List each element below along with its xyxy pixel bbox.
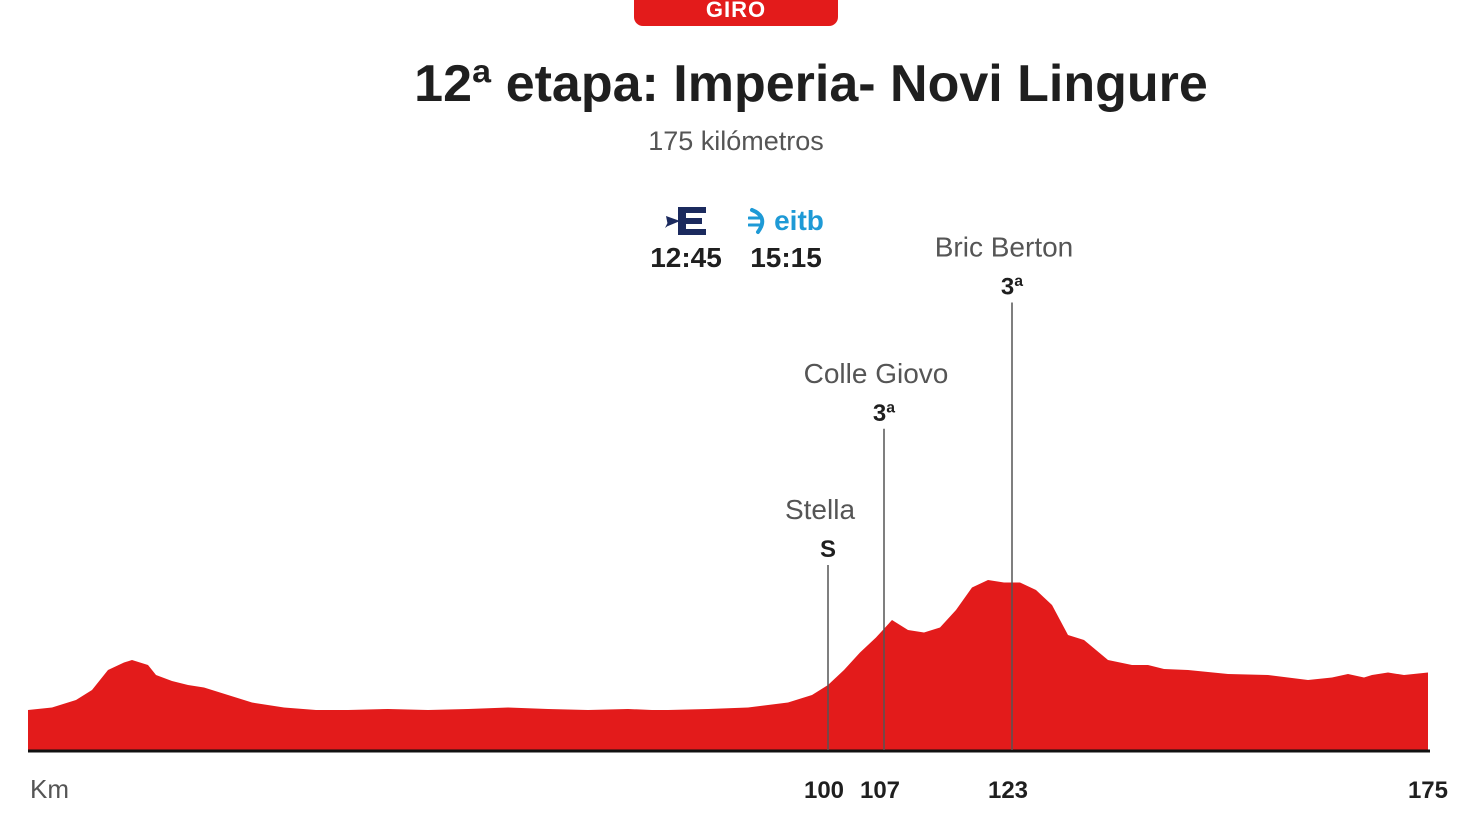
- x-tick-label: 100: [804, 777, 844, 804]
- climb-name-label: Bric Berton: [935, 232, 1074, 263]
- broadcaster-eitb: eitb 15:15: [736, 200, 836, 274]
- climb-name-label: Colle Giovo: [804, 358, 949, 389]
- climb-name-label: Stella: [785, 494, 855, 525]
- climb-category-label: 3ª: [873, 400, 895, 427]
- teledeporte-time: 12:45: [650, 242, 722, 273]
- x-tick-label: 107: [860, 777, 900, 804]
- climb-category-label: 3ª: [1001, 274, 1023, 301]
- race-badge: GIRO: [634, 0, 838, 26]
- stage-title: 12ª etapa: Imperia- Novi Lingure: [414, 55, 1208, 113]
- eitb-logo-icon: eitb: [736, 200, 836, 242]
- stage-distance: 175 kilómetros: [648, 126, 824, 156]
- broadcaster-teledeporte: 12:45: [636, 200, 736, 274]
- eitb-logo-text: eitb: [774, 205, 824, 236]
- x-tick-label: 123: [988, 777, 1028, 804]
- teledeporte-logo-icon: [636, 200, 736, 242]
- x-axis-label: Km: [30, 774, 69, 804]
- eitb-time: 15:15: [750, 242, 822, 273]
- x-tick-label: 175: [1408, 777, 1448, 804]
- climb-category-label: S: [820, 536, 836, 563]
- elevation-area: [28, 580, 1428, 750]
